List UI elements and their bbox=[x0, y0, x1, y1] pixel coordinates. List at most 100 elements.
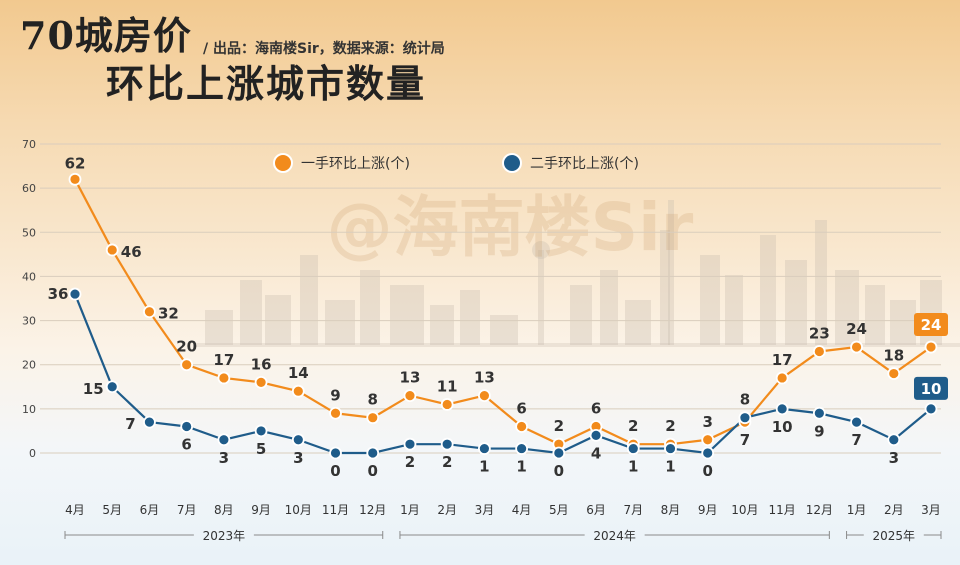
y-tick-label: 20 bbox=[22, 359, 36, 372]
x-tick-label: 7月 bbox=[623, 503, 643, 517]
data-point bbox=[887, 433, 901, 447]
data-label: 2 bbox=[628, 417, 638, 435]
y-tick-label: 10 bbox=[22, 403, 36, 416]
y-tick-label: 60 bbox=[22, 182, 36, 195]
data-point bbox=[477, 389, 491, 403]
data-label: 17 bbox=[772, 351, 793, 369]
data-point bbox=[515, 442, 529, 455]
source-note: / 出品：海南楼Sir，数据来源：统计局 bbox=[203, 41, 445, 57]
data-label: 10 bbox=[772, 418, 793, 436]
data-label: 0 bbox=[330, 462, 340, 480]
data-point bbox=[143, 415, 156, 429]
data-point bbox=[775, 402, 789, 416]
building-shape bbox=[785, 260, 807, 345]
building-shape bbox=[390, 285, 424, 345]
data-label: 4 bbox=[591, 444, 601, 462]
data-point bbox=[701, 446, 715, 460]
data-label: 23 bbox=[809, 324, 830, 342]
building-shape bbox=[430, 305, 454, 345]
data-label: 1 bbox=[628, 458, 638, 476]
data-labels: 6236461532720617316514390801321121316120… bbox=[48, 154, 948, 480]
legend: 一手环比上涨(个) 二手环比上涨(个) bbox=[273, 153, 639, 173]
y-tick-label: 40 bbox=[22, 270, 36, 283]
building-shape bbox=[835, 270, 859, 345]
data-point bbox=[217, 433, 231, 447]
data-label: 6 bbox=[591, 400, 601, 418]
ground-line bbox=[195, 343, 960, 347]
data-point bbox=[366, 446, 380, 460]
year-groups: 2023年 2024年 2025年 bbox=[64, 529, 942, 543]
data-label: 11 bbox=[437, 377, 458, 395]
building-shape bbox=[625, 300, 651, 345]
x-tick-label: 4月 bbox=[65, 503, 85, 517]
data-point bbox=[180, 420, 194, 433]
data-label: 0 bbox=[554, 462, 564, 480]
x-tick-label: 11月 bbox=[322, 503, 349, 517]
data-point bbox=[105, 243, 119, 257]
data-label: 14 bbox=[288, 364, 309, 382]
data-label: 15 bbox=[83, 380, 104, 398]
data-point bbox=[254, 424, 268, 438]
building-shape bbox=[600, 270, 618, 345]
data-point bbox=[812, 406, 826, 420]
x-tick-label: 1月 bbox=[400, 503, 420, 517]
tower-sphere-shape bbox=[532, 241, 550, 259]
year-label: 2023年 bbox=[203, 529, 246, 543]
data-label: 3 bbox=[219, 449, 229, 467]
data-label: 32 bbox=[158, 305, 179, 323]
data-label: 6 bbox=[516, 400, 526, 418]
x-tick-label: 3月 bbox=[475, 503, 495, 517]
x-tick-label: 9月 bbox=[698, 503, 718, 517]
data-label: 3 bbox=[293, 449, 303, 467]
data-point bbox=[552, 446, 566, 460]
watermark-text: @海南楼Sir bbox=[327, 189, 694, 266]
city-skyline-image bbox=[195, 200, 960, 347]
x-tick-label: 6月 bbox=[586, 503, 606, 517]
data-point bbox=[403, 389, 417, 403]
building-shape bbox=[760, 235, 776, 345]
data-label: 9 bbox=[330, 386, 340, 404]
data-label: 7 bbox=[740, 431, 750, 449]
data-label: 20 bbox=[176, 338, 197, 356]
data-label: 7 bbox=[125, 415, 135, 433]
year-group: 2024年 bbox=[399, 529, 830, 543]
data-label: 2 bbox=[405, 453, 415, 471]
x-axis: 4月 5月 6月 7月 8月 9月 10月 11月 12月 1月 2月 3月 4月 5月 6月 7月 8月 9月 1… bbox=[65, 503, 941, 517]
data-point bbox=[105, 380, 119, 394]
legend-marker-icon bbox=[273, 153, 293, 173]
x-tick-label: 5月 bbox=[549, 503, 569, 517]
data-label: 1 bbox=[479, 458, 489, 476]
building-shape bbox=[205, 310, 233, 345]
building-shape bbox=[300, 255, 318, 345]
data-point bbox=[924, 340, 938, 354]
data-label: 8 bbox=[740, 391, 750, 409]
legend-label: 一手环比上涨(个) bbox=[301, 156, 410, 172]
x-tick-label: 5月 bbox=[102, 503, 122, 517]
building-shape bbox=[865, 285, 885, 345]
y-tick-label: 70 bbox=[22, 138, 36, 151]
data-label: 1 bbox=[665, 458, 675, 476]
data-label-badge bbox=[914, 313, 948, 337]
legend-marker-icon bbox=[502, 153, 522, 173]
data-label: 3 bbox=[702, 413, 712, 431]
x-tick-label: 10月 bbox=[285, 503, 312, 517]
data-point bbox=[366, 411, 380, 425]
data-label: 10 bbox=[921, 380, 942, 398]
y-tick-label: 0 bbox=[29, 447, 36, 460]
building-shape bbox=[815, 220, 827, 345]
data-label: 7 bbox=[851, 431, 861, 449]
data-point bbox=[329, 406, 342, 420]
data-label: 2 bbox=[442, 453, 452, 471]
building-shape bbox=[460, 290, 480, 345]
data-label: 3 bbox=[889, 449, 899, 467]
data-point bbox=[291, 384, 305, 398]
x-tick-label: 8月 bbox=[661, 503, 681, 517]
data-point bbox=[403, 437, 417, 451]
data-label-badge bbox=[914, 376, 948, 400]
legend-label: 二手环比上涨(个) bbox=[530, 156, 639, 172]
tower-shape bbox=[538, 250, 544, 345]
x-tick-label: 12月 bbox=[806, 503, 833, 517]
x-tick-label: 2月 bbox=[884, 503, 904, 517]
data-label: 5 bbox=[256, 440, 266, 458]
